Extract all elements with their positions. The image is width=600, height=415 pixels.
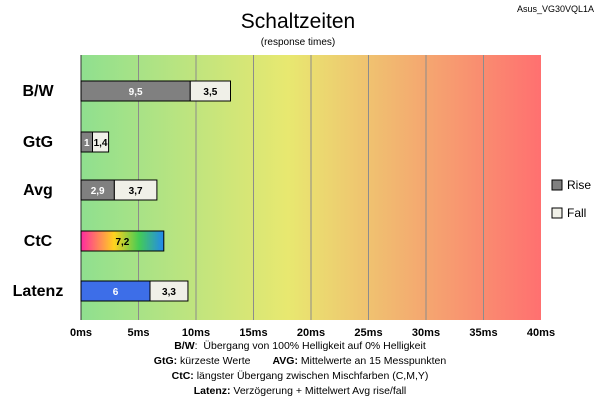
bar-label-rise: 9,5: [129, 87, 143, 98]
x-tick-label: 10ms: [182, 327, 210, 339]
note-ctc-key: CtC:: [171, 370, 194, 382]
legend-swatch: [551, 179, 563, 191]
chart-title: Schaltzeiten: [241, 10, 355, 33]
legend-label: Rise: [567, 178, 591, 192]
category-label: Avg: [23, 182, 53, 199]
category-label: B/W: [22, 83, 54, 100]
bar-fall: [189, 80, 231, 102]
x-axis-ticks: 0ms 5ms 10ms 15ms 20ms 25ms 30ms 35ms 40ms: [70, 327, 555, 339]
note-latenz-text: Verzögerung + Mittelwert Avg rise/fall: [233, 385, 407, 397]
bar-fall: [92, 131, 110, 153]
bar-label-rise: 6: [113, 287, 119, 298]
monitor-model: Asus_VG30VQL1A: [517, 4, 594, 14]
x-tick-label: 5ms: [127, 327, 149, 339]
note-latenz-key: Latenz:: [193, 385, 231, 397]
bar-label-ctc: 7,2: [115, 237, 129, 248]
bar-ctc: [80, 230, 165, 252]
bar-label-rise: 1: [84, 138, 90, 149]
category-label: CtC: [24, 233, 53, 250]
x-tick-label: 0ms: [70, 327, 92, 339]
x-tick-label: 20ms: [297, 327, 325, 339]
category-label: Latenz: [13, 283, 64, 300]
x-tick-label: 25ms: [354, 327, 382, 339]
bar-label-fall: 1,4: [94, 138, 108, 149]
bars: 9,5 3,5 1 1,4 2,9 3,7 7,2 6 3,3: [80, 80, 231, 302]
category-label: GtG: [23, 134, 53, 151]
note-bw: B/W: Übergang von 100% Helligkeit auf 0%…: [174, 340, 426, 352]
note-ctc-text: längster Übergang zwischen Mischfarben (…: [196, 370, 429, 382]
note-avg-text: Mittelwerte an 15 Messpunkten: [300, 355, 447, 367]
note-avg-key: AVG:: [272, 355, 298, 367]
legend-label: Fall: [567, 206, 586, 220]
note-bw-key: B/W: [174, 340, 195, 352]
bar-fall: [149, 280, 189, 302]
bar-fall: [113, 179, 158, 201]
bar-label-fall: 3,5: [203, 87, 217, 98]
notes: B/W: Übergang von 100% Helligkeit auf 0%…: [0, 339, 600, 399]
bar-label-fall: 3,7: [129, 186, 143, 197]
note-bw-text: Übergang von 100% Helligkeit auf 0% Hell…: [203, 340, 426, 352]
x-tick-label: 30ms: [412, 327, 440, 339]
note-gtg-text: kürzeste Werte: [180, 355, 251, 367]
bar-label-fall: 3,3: [162, 287, 176, 298]
x-tick-label: 40ms: [527, 327, 555, 339]
note-latenz: Latenz: Verzögerung + Mittelwert Avg ris…: [0, 384, 600, 399]
legend: Rise Fall: [551, 178, 591, 220]
note-gtg-key: GtG:: [153, 355, 178, 367]
note-ctc: CtC: längster Übergang zwischen Mischfar…: [0, 369, 600, 384]
chart-subtitle: (response times): [261, 37, 335, 48]
response-time-chart: Schaltzeiten (response times) Asus_VG30V…: [13, 4, 594, 339]
x-tick-label: 35ms: [469, 327, 497, 339]
x-tick-label: 15ms: [239, 327, 267, 339]
category-labels: B/W GtG Avg CtC Latenz: [13, 83, 64, 300]
legend-swatch: [551, 207, 563, 219]
bar-label-rise: 2,9: [91, 186, 105, 197]
note-gtg-avg: GtG: kürzeste Werte AVG: Mittelwerte an 1…: [0, 354, 600, 369]
